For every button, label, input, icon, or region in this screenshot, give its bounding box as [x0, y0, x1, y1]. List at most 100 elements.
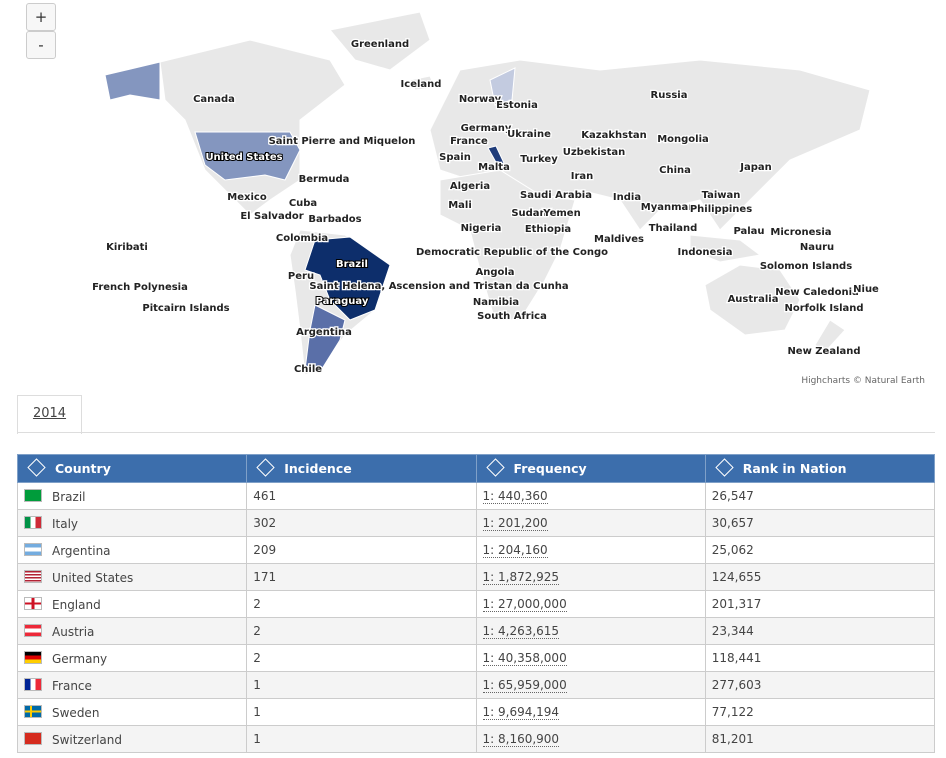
- header-text: Country: [55, 461, 111, 476]
- credit: Highcharts © Natural Earth: [801, 376, 925, 386]
- table-row: France 1 1: 65,959,000 277,603: [16, 671, 936, 699]
- table-cell: Switzerland: [16, 725, 248, 753]
- table-cell: 171: [246, 563, 477, 591]
- table-row: Italy 302 1: 201,200 30,657: [16, 509, 936, 537]
- table-row: Austria 2 1: 4,263,615 23,344: [16, 617, 936, 645]
- frequency[interactable]: 1: 440,360: [482, 489, 548, 504]
- frequency[interactable]: 1: 201,200: [482, 516, 548, 531]
- map-label: Namibia: [473, 297, 519, 308]
- table-cell: 30,657: [704, 509, 936, 537]
- flag: [24, 488, 42, 502]
- land: [439, 169, 576, 321]
- map-label: Yemen: [542, 208, 580, 219]
- map-label: Ukraine: [507, 129, 551, 140]
- flag: [24, 623, 42, 637]
- rank: 77,122: [711, 705, 754, 719]
- table-cell: 461: [246, 482, 477, 510]
- country: Italy: [52, 516, 79, 531]
- rank: 23,344: [711, 624, 754, 638]
- map-label: Iceland: [401, 79, 442, 90]
- country: Austria: [52, 624, 95, 639]
- tab[interactable]: 2014: [17, 395, 82, 434]
- frequency[interactable]: 1: 4,263,615: [482, 624, 560, 639]
- frequency[interactable]: 1: 65,959,000: [482, 678, 567, 693]
- frequency[interactable]: 1: 204,160: [482, 543, 548, 558]
- zoom-in[interactable]: +: [26, 3, 56, 31]
- flag: [24, 542, 42, 556]
- column-header[interactable]: Rank in Nation: [704, 454, 936, 483]
- frequency[interactable]: 1: 9,694,194: [482, 705, 560, 720]
- frequency[interactable]: 1: 40,358,000: [482, 651, 567, 666]
- table-row: Brazil 461 1: 440,360 26,547: [16, 482, 936, 510]
- table-cell: 277,603: [704, 671, 936, 699]
- map-label: Canada: [193, 94, 235, 105]
- rank: 201,317: [711, 597, 762, 611]
- flag: [24, 731, 42, 745]
- map-label: Nigeria: [461, 223, 502, 234]
- flag: [24, 650, 42, 664]
- table-cell: 25,062: [704, 536, 936, 564]
- sort-icon: [485, 458, 505, 477]
- country: United States: [52, 570, 134, 585]
- column-header[interactable]: Frequency: [475, 454, 706, 483]
- table-cell: 1: 4,263,615: [475, 617, 706, 645]
- map-label: Mongolia: [657, 134, 709, 145]
- map-label: Saint Helena, Ascension and Tristan da C…: [309, 281, 568, 292]
- table-cell: 1: 201,200: [475, 509, 706, 537]
- flag: [24, 596, 42, 610]
- map-label: Cuba: [289, 198, 317, 209]
- map-label: New Caledonia: [775, 287, 859, 298]
- map-label: Colombia: [276, 233, 328, 244]
- country: France: [52, 678, 92, 693]
- map-label: Chile: [294, 364, 322, 375]
- rank: 124,655: [711, 570, 762, 584]
- table-cell: 1: 204,160: [475, 536, 706, 564]
- map-label: India: [613, 192, 641, 203]
- map-label: Uzbekistan: [563, 147, 626, 158]
- map-label: Saint Pierre and Miquelon: [269, 136, 416, 147]
- table-cell: 1: [246, 698, 477, 726]
- map-label: Japan: [739, 162, 772, 173]
- map-label: Kiribati: [106, 242, 148, 253]
- map-label: Paraguay: [316, 296, 369, 307]
- table-cell: Germany: [16, 644, 248, 672]
- table-cell: Argentina: [16, 536, 248, 564]
- map-label: Thailand: [649, 223, 698, 234]
- incidence: 171: [253, 570, 277, 584]
- map-label: Maldives: [594, 234, 644, 245]
- map-label: Australia: [728, 294, 779, 305]
- map-label: China: [659, 165, 691, 176]
- map-label: New Zealand: [787, 346, 860, 357]
- map-label: Norway: [459, 94, 502, 105]
- header-text: Rank in Nation: [742, 461, 847, 476]
- table-cell: 2: [246, 617, 477, 645]
- table-cell: France: [16, 671, 248, 699]
- sort-icon: [256, 458, 275, 477]
- table-cell: 1: 1,872,925: [475, 563, 706, 591]
- flag: [24, 677, 42, 691]
- land: [159, 39, 346, 216]
- map-label: Turkey: [520, 154, 558, 165]
- column-header[interactable]: Country: [16, 454, 248, 483]
- country: Brazil: [52, 489, 86, 504]
- rank: 277,603: [711, 678, 762, 692]
- flag: [24, 704, 42, 718]
- table-cell: 2: [246, 644, 477, 672]
- map: Greenland Iceland Canada Russia NorwayEstoni…: [91, 11, 925, 386]
- frequency[interactable]: 1: 1,872,925: [482, 570, 560, 585]
- region: [194, 131, 301, 181]
- divider: [17, 432, 935, 433]
- map-label: Brazil: [336, 259, 368, 270]
- map-label: Niue: [853, 284, 879, 295]
- column-header[interactable]: Incidence: [246, 454, 477, 483]
- incidence: 302: [253, 516, 277, 530]
- region: [489, 67, 516, 106]
- flag: [24, 569, 42, 583]
- region: [304, 304, 346, 373]
- frequency[interactable]: 1: 8,160,900: [482, 732, 560, 747]
- zoom-out[interactable]: -: [26, 31, 56, 59]
- region: [104, 61, 161, 101]
- incidence: 1: [253, 678, 261, 692]
- map-label: Solomon Islands: [760, 261, 852, 272]
- frequency[interactable]: 1: 27,000,000: [482, 597, 567, 612]
